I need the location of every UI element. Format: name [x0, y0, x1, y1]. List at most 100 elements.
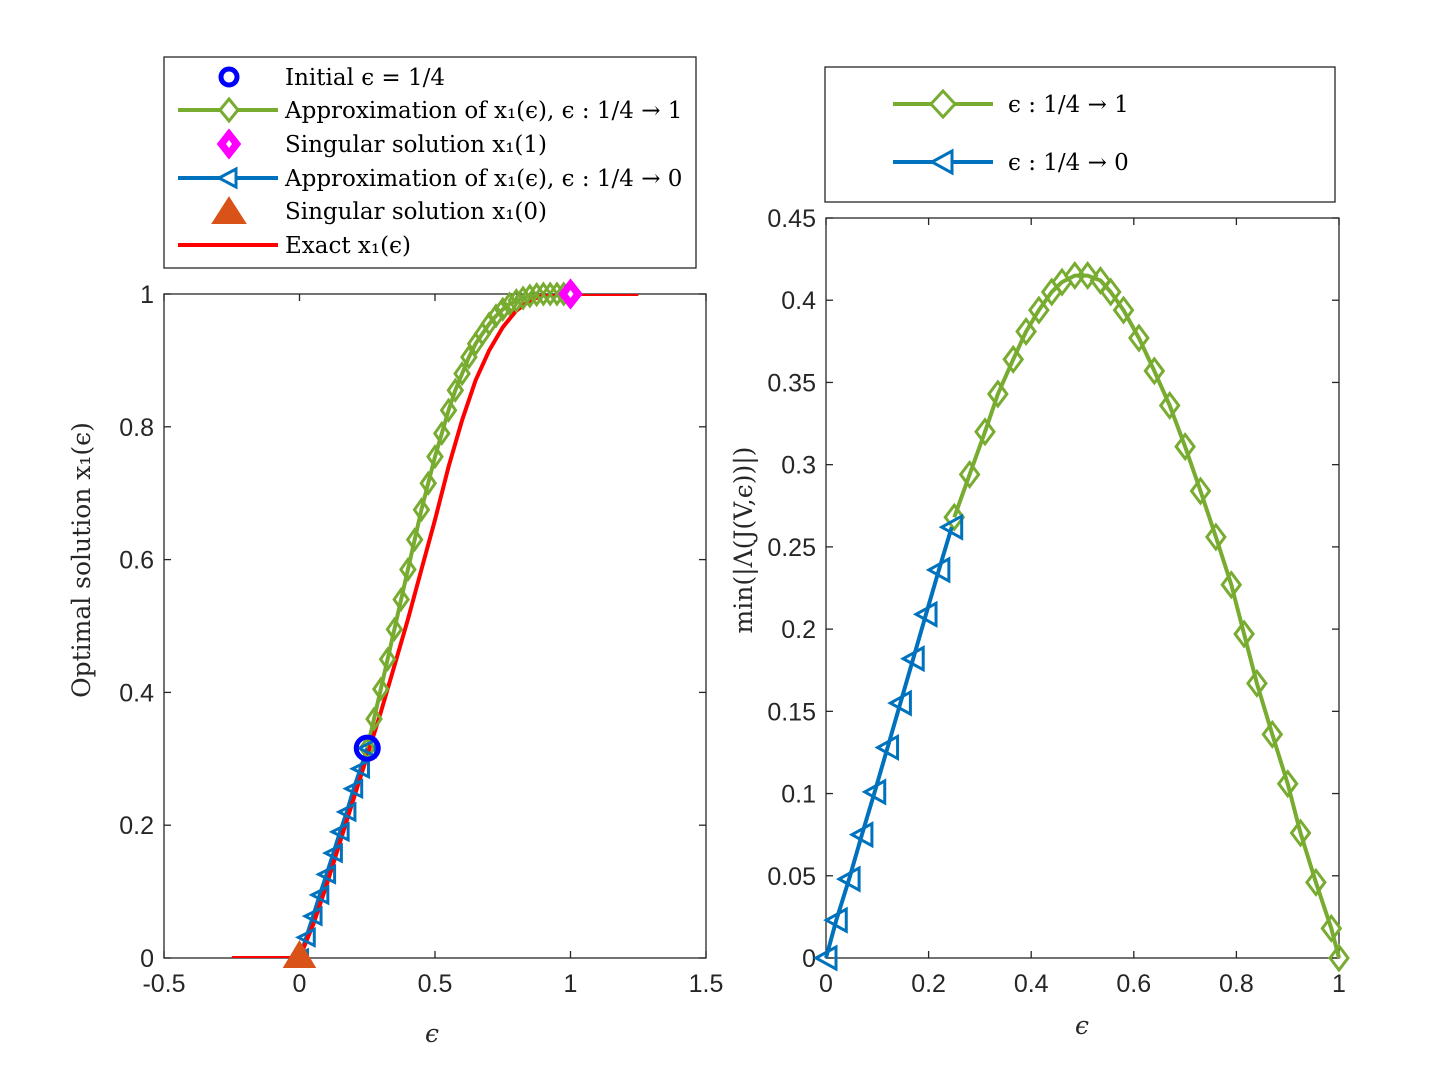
legend-label-singular-0: Singular solution x₁(0) — [285, 199, 547, 225]
right-series-line-1-4-1 — [952, 273, 1341, 959]
legend-entry-right-to-1: ϵ : 1/4 → 1 — [893, 88, 1129, 120]
left-point-approximation-of-x-1-4-1 — [399, 556, 417, 583]
right-y-tick-label: 0 — [802, 945, 816, 973]
left-x-tick-label: 0.5 — [418, 970, 453, 998]
right-point-1-4-1 — [1015, 316, 1037, 346]
right-plot: 0 0.2 0.4 0.6 0.8 1 0 0.05 0.1 0.15 0.2 0.25 0.3 0.35… — [729, 205, 1350, 1040]
left-y-tick-label: 0 — [140, 945, 154, 973]
left-x-tick-label: 1.5 — [689, 970, 724, 998]
right-y-tick-label: 0.15 — [767, 698, 816, 726]
right-x-tick-label: 0 — [819, 970, 833, 998]
right-point-1-4-1 — [1233, 619, 1255, 649]
right-y-tick-label: 0.35 — [767, 369, 816, 397]
right-y-tick-label: 0.2 — [781, 616, 816, 644]
left-point-approximation-of-x-1-4-0 — [294, 926, 316, 948]
left-point-approximation-of-x-1-4-1 — [405, 527, 424, 553]
left-y-tick-label: 0.4 — [119, 679, 154, 707]
left-point-approximation-of-x-1-4-1 — [453, 361, 471, 387]
right-point-1-4-1 — [986, 379, 1009, 409]
legend-label-exact: Exact x₁(ϵ) — [285, 233, 411, 259]
right-x-tick-label: 0.6 — [1116, 970, 1151, 998]
legend-orange-triangle-marker — [211, 196, 247, 224]
right-point-1-4-0 — [874, 733, 900, 762]
right-point-1-4-1 — [1128, 323, 1150, 353]
legend-entry-exact: Exact x₁(ϵ) — [178, 233, 411, 259]
left-x-tick-label: -0.5 — [142, 970, 185, 998]
left-legend-box — [163, 56, 697, 269]
right-point-1-4-1 — [1320, 913, 1343, 943]
left-point-singular-solution-x-1-hole — [567, 290, 574, 298]
left-point-approximation-of-x-1-4-1 — [419, 470, 438, 496]
legend-entry-approx-to-0: Approximation of x₁(ϵ), ϵ : 1/4 → 0 — [178, 166, 682, 192]
left-point-approximation-of-x-1-4-1 — [378, 646, 397, 672]
right-x-tick-label: 0.2 — [911, 970, 946, 998]
left-point-approximation-of-x-1-4-0 — [315, 863, 337, 885]
left-point-approximation-of-x-1-4-1 — [439, 397, 458, 423]
right-point-1-4-0 — [912, 600, 938, 628]
left-point-approximation-of-x-1-4-0 — [322, 842, 343, 864]
right-point-1-4-1 — [1028, 295, 1050, 325]
right-point-1-4-1 — [1002, 344, 1025, 374]
left-ticks: -0.5 0 0.5 1 1.500.20.40.60.81 — [119, 281, 723, 998]
right-point-1-4-1 — [1246, 668, 1268, 698]
right-point-1-4-1 — [1099, 277, 1122, 307]
right-point-1-4-1 — [1205, 522, 1227, 552]
right-y-tick-label: 0.3 — [781, 452, 816, 480]
legend-label-right-to-0: ϵ : 1/4 → 0 — [1008, 150, 1129, 176]
right-point-1-4-1 — [1174, 432, 1196, 462]
left-point-approximation-of-x-1-4-0 — [355, 737, 377, 759]
right-point-1-4-1 — [943, 502, 966, 532]
left-point-approximation-of-x-1-4-1 — [500, 291, 519, 317]
right-ticks: 0 0.2 0.4 0.6 0.8 1 0 0.05 0.1 0.15 0.2 0.25 0.3 0.35… — [767, 205, 1346, 998]
legend-label-approx-to-1: Approximation of x₁(ϵ), ϵ : 1/4 → 1 — [284, 98, 682, 124]
left-x-axis-label: ϵ — [425, 1019, 439, 1048]
left-legend: Initial ϵ = 1/4 Approximation of x₁(ϵ), … — [163, 56, 697, 269]
right-y-tick-label: 0.45 — [767, 205, 816, 233]
right-point-1-4-1 — [1276, 769, 1299, 799]
left-point-approximation-of-x-1-4-1 — [371, 676, 390, 702]
left-series-markers — [282, 278, 583, 969]
left-point-singular-solution-x-0 — [282, 940, 317, 968]
left-point-approximation-of-x-1-4-1 — [426, 444, 444, 470]
legend-entry-right-to-0: ϵ : 1/4 → 0 — [893, 148, 1129, 176]
right-legend: ϵ : 1/4 → 1 ϵ : 1/4 → 0 — [824, 66, 1336, 203]
right-point-1-4-1 — [1143, 356, 1166, 386]
left-point-approximation-of-x-1-4-1 — [493, 296, 512, 322]
right-series-line-1-4-0 — [824, 526, 954, 959]
right-y-tick-label: 0.4 — [781, 287, 816, 315]
right-point-1-4-1 — [958, 460, 981, 490]
left-point-approximation-of-x-1-4-0 — [328, 821, 350, 843]
left-point-approximation-of-x-1-4-0 — [301, 905, 323, 927]
left-point-approximation-of-x-1-4-0 — [308, 884, 330, 906]
right-point-1-4-0 — [835, 865, 861, 893]
left-point-approximation-of-x-1-4-1 — [527, 282, 546, 308]
right-point-1-4-1 — [1328, 943, 1350, 973]
right-point-1-4-1 — [1289, 818, 1312, 848]
right-point-1-4-1 — [974, 417, 996, 447]
right-y-tick-label: 0.1 — [781, 781, 816, 809]
left-point-approximation-of-x-1-4-1 — [514, 285, 532, 311]
right-point-1-4-1 — [1076, 261, 1099, 291]
right-point-1-4-0 — [900, 645, 925, 673]
legend-entry-approx-to-1: Approximation of x₁(ϵ), ϵ : 1/4 → 1 — [178, 96, 682, 124]
left-y-axis-label: Optimal solution x₁(ϵ) — [67, 422, 96, 698]
left-point-approximation-of-x-1-4-1 — [446, 377, 465, 403]
legend-entry-singular-0: Singular solution x₁(0) — [211, 196, 547, 225]
right-plot-area — [825, 217, 1340, 959]
legend-entry-initial: Initial ϵ = 1/4 — [218, 65, 445, 91]
legend-label-singular-1: Singular solution x₁(1) — [285, 132, 547, 158]
left-y-tick-label: 0.8 — [119, 414, 154, 442]
legend-diamond-marker — [218, 96, 240, 124]
left-point-approximation-of-x-1-4-1 — [385, 616, 404, 642]
legend-circle-marker — [218, 66, 240, 88]
right-series — [812, 261, 1350, 973]
left-point-approximation-of-x-1-4-1 — [460, 344, 478, 370]
right-point-1-4-0 — [823, 906, 848, 934]
right-point-1-4-0 — [887, 689, 912, 717]
left-point-approximation-of-x-1-4-1 — [432, 420, 451, 447]
left-x-tick-label: 1 — [564, 970, 578, 998]
right-point-1-4-0 — [925, 556, 951, 584]
left-plot: -0.5 0 0.5 1 1.500.20.40.60.81 ϵ Optimal sol… — [67, 278, 723, 1048]
left-point-approximation-of-x-1-4-1 — [507, 288, 526, 314]
